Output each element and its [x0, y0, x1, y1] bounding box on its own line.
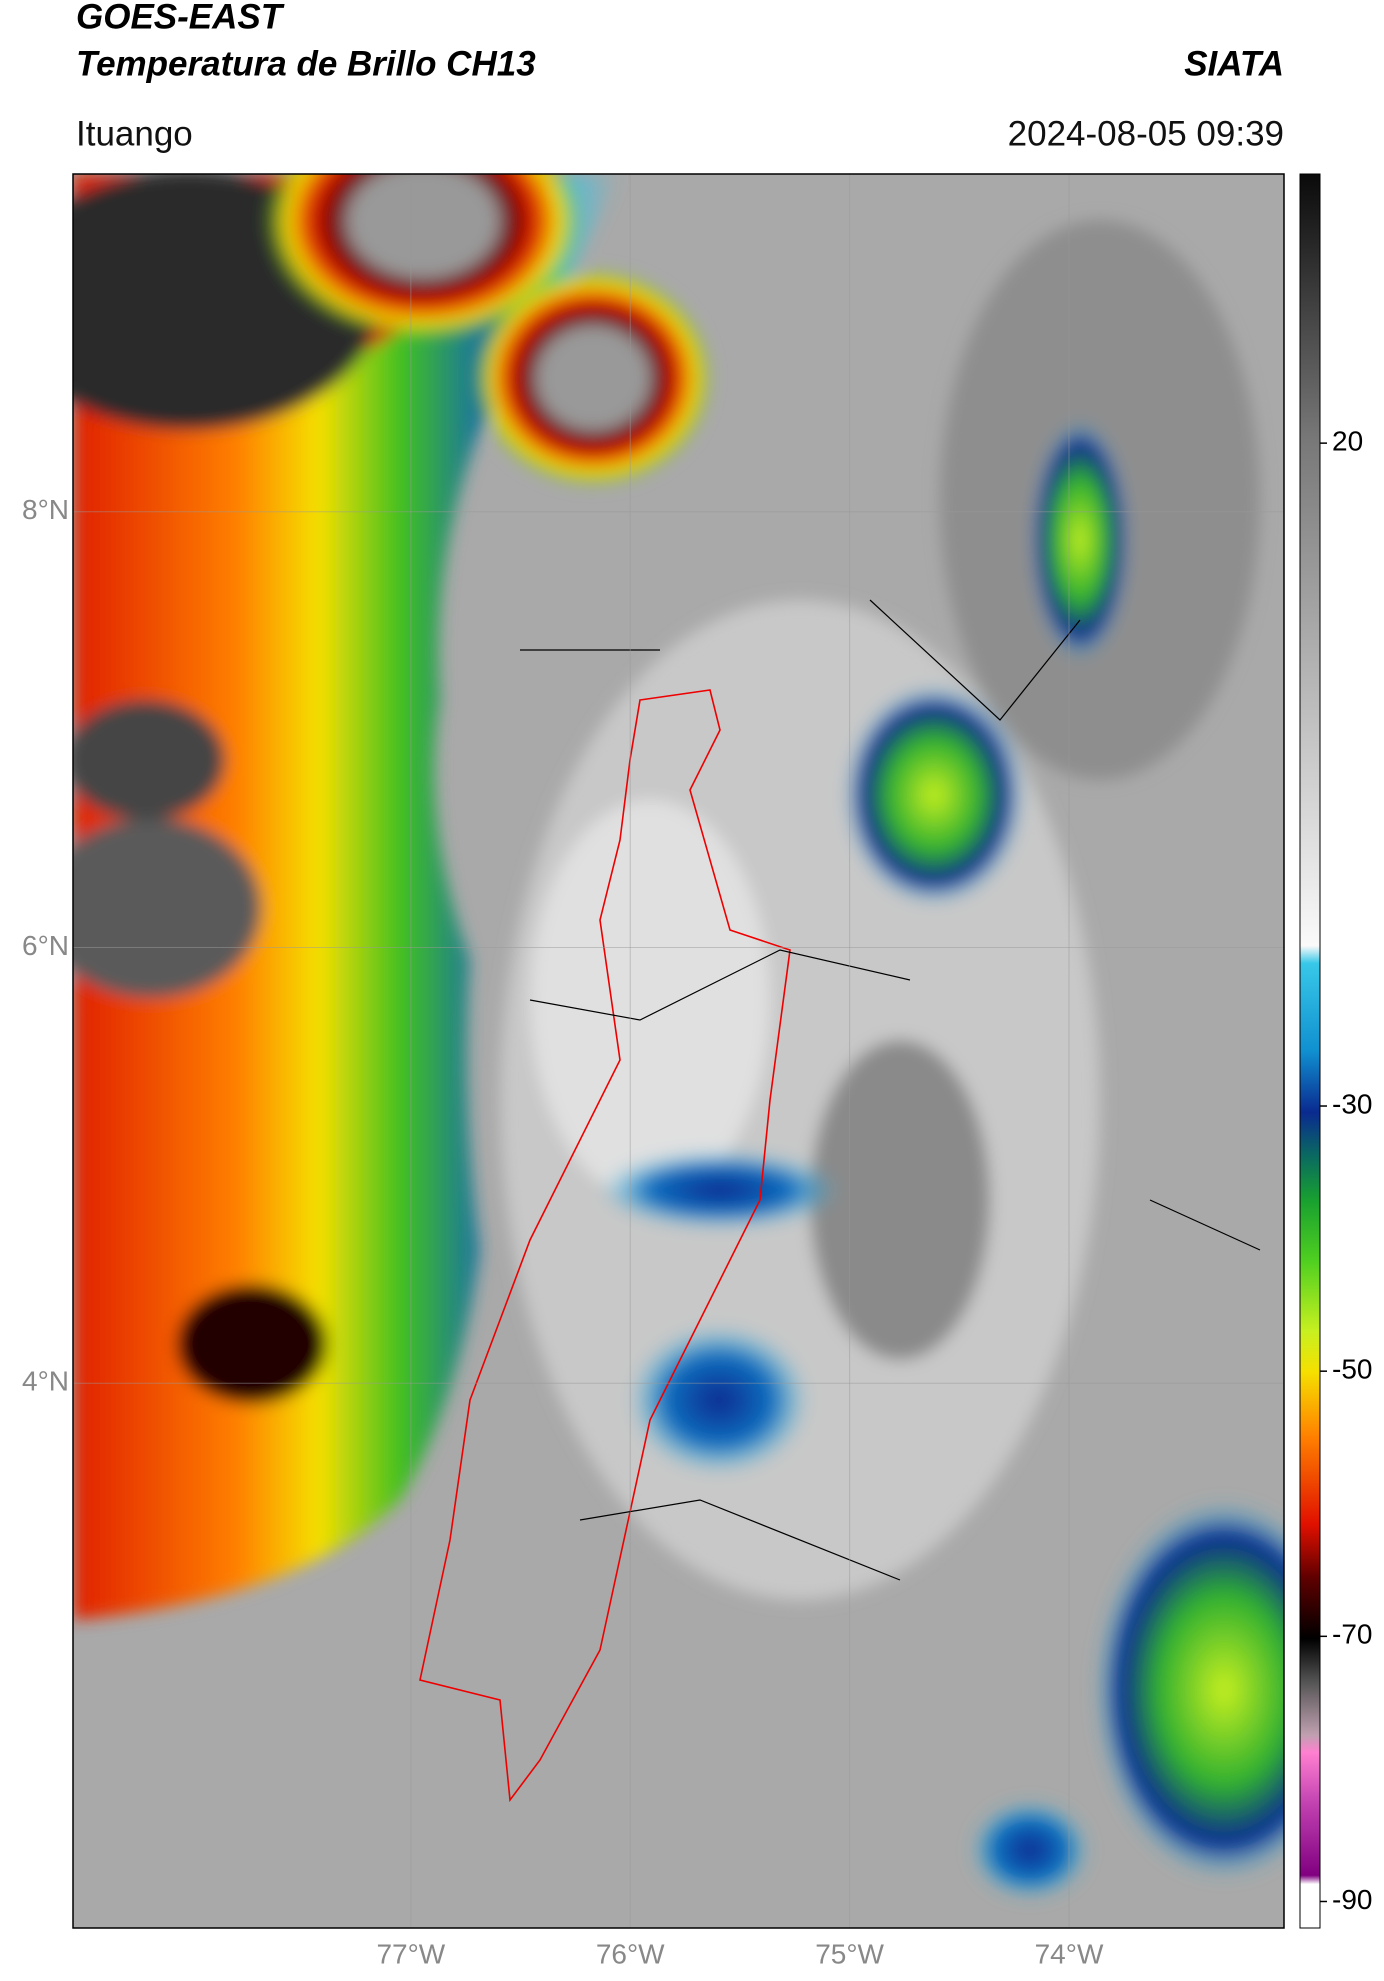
source: SIATA — [1184, 44, 1284, 83]
lon-tick-label: 74°W — [1035, 1938, 1104, 1969]
colorbar-tick-label: -30 — [1332, 1088, 1372, 1119]
map-frame — [72, 173, 1285, 1929]
location: Ituango — [76, 114, 193, 153]
lon-tick-label: 76°W — [596, 1938, 665, 1969]
title: GOES-EAST — [76, 0, 285, 36]
title: Temperatura de Brillo CH13 — [76, 44, 536, 83]
lat-tick-label: 4°N — [22, 1366, 69, 1397]
colorbar — [1299, 173, 1321, 1929]
lon-tick-label: 77°W — [376, 1938, 445, 1969]
lat-tick-label: 8°N — [22, 494, 69, 525]
colorbar-tick-label: -70 — [1332, 1619, 1372, 1650]
colorbar-tick-label: -50 — [1332, 1354, 1372, 1385]
lat-tick-label: 6°N — [22, 930, 69, 961]
colorbar-tick-label: 20 — [1332, 426, 1363, 457]
colorbar-tick-label: -90 — [1332, 1884, 1372, 1915]
lon-tick-label: 75°W — [815, 1938, 884, 1969]
satellite-image — [73, 174, 1284, 1928]
datetime: 2024-08-05 09:39 — [1008, 114, 1284, 153]
